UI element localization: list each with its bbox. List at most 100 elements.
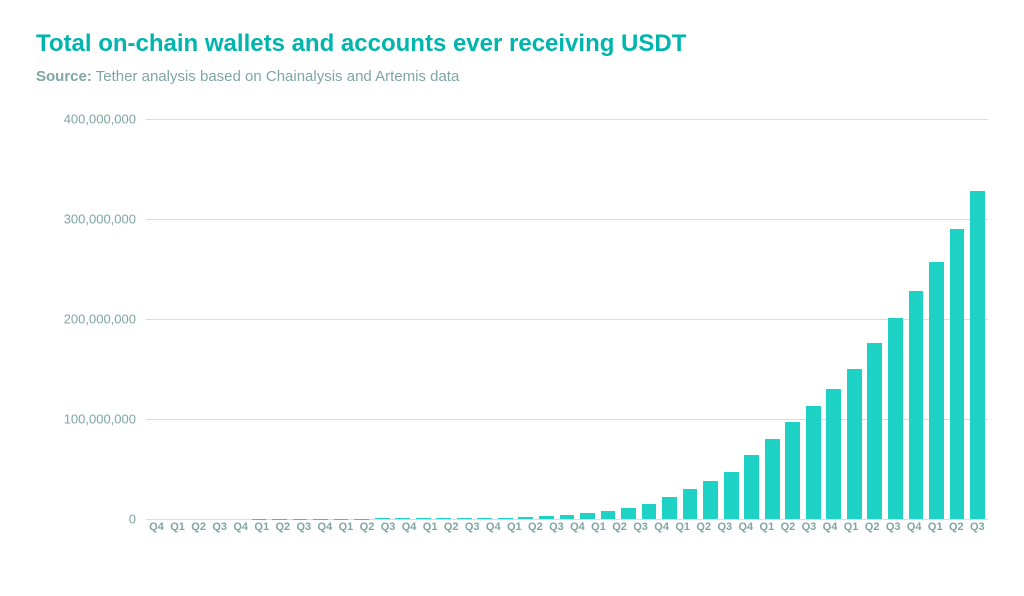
bar (724, 472, 739, 519)
x-tick-quarter: Q3 (798, 521, 819, 533)
x-tick-quarter: Q3 (630, 521, 651, 533)
bar (539, 516, 554, 519)
bar-slot (351, 119, 372, 519)
bar-slot (762, 119, 783, 519)
bar (950, 229, 965, 519)
x-axis-quarters: Q4Q1Q2Q3Q4Q1Q2Q3Q4Q1Q2Q3Q4Q1Q2Q3Q4Q1Q2Q3… (146, 521, 988, 533)
bar-slot (392, 119, 413, 519)
bar-slot (475, 119, 496, 519)
bar (518, 517, 533, 519)
x-tick-quarter: Q1 (588, 521, 609, 533)
bar-slot (824, 119, 845, 519)
x-tick-quarter: Q1 (167, 521, 188, 533)
x-tick-quarter: Q4 (230, 521, 251, 533)
bar (683, 489, 698, 519)
bar-slot (536, 119, 557, 519)
bar (970, 191, 985, 519)
x-tick-quarter: Q4 (820, 521, 841, 533)
bar-slot (516, 119, 537, 519)
x-tick-quarter: Q1 (420, 521, 441, 533)
bar-slot (967, 119, 988, 519)
bar-slot (187, 119, 208, 519)
bar-slot (557, 119, 578, 519)
x-tick-quarter: Q4 (399, 521, 420, 533)
bar-slot (598, 119, 619, 519)
bar (395, 518, 410, 519)
bar-slot (228, 119, 249, 519)
bar-slot (290, 119, 311, 519)
x-tick-quarter: Q4 (735, 521, 756, 533)
bar (847, 369, 862, 519)
bar (929, 262, 944, 519)
bar-slot (659, 119, 680, 519)
bar (703, 481, 718, 519)
bar-slot (269, 119, 290, 519)
x-tick-quarter: Q3 (293, 521, 314, 533)
plot-area (146, 119, 988, 519)
bar (601, 511, 616, 519)
bar-slot (167, 119, 188, 519)
bars-group (146, 119, 988, 519)
x-tick-quarter: Q2 (777, 521, 798, 533)
x-tick-quarter: Q4 (314, 521, 335, 533)
y-tick-label: 200,000,000 (36, 312, 136, 327)
x-tick-quarter: Q2 (862, 521, 883, 533)
x-tick-quarter: Q1 (841, 521, 862, 533)
y-tick-label: 300,000,000 (36, 212, 136, 227)
x-tick-quarter: Q2 (188, 521, 209, 533)
bar (662, 497, 677, 519)
bar (744, 455, 759, 519)
x-tick-quarter: Q2 (946, 521, 967, 533)
chart-container: Total on-chain wallets and accounts ever… (0, 0, 1024, 596)
bar (498, 518, 513, 519)
bar-slot (680, 119, 701, 519)
x-tick-quarter: Q1 (335, 521, 356, 533)
bar-slot (947, 119, 968, 519)
bar-slot (741, 119, 762, 519)
bar-slot (865, 119, 886, 519)
x-tick-quarter: Q2 (356, 521, 377, 533)
source-label: Source: (36, 68, 92, 85)
bar (354, 519, 369, 520)
x-tick-quarter: Q3 (462, 521, 483, 533)
bar-slot (372, 119, 393, 519)
x-tick-quarter: Q1 (504, 521, 525, 533)
x-tick-quarter: Q3 (209, 521, 230, 533)
x-tick-quarter: Q4 (483, 521, 504, 533)
bar-slot (454, 119, 475, 519)
bar-slot (413, 119, 434, 519)
x-tick-quarter: Q3 (967, 521, 988, 533)
source-line: Source: Tether analysis based on Chainal… (36, 68, 988, 85)
y-tick-label: 0 (36, 512, 136, 527)
bar-slot (146, 119, 167, 519)
gridline (146, 519, 988, 520)
x-axis-years (146, 539, 988, 559)
x-tick-quarter: Q3 (378, 521, 399, 533)
bar-slot (782, 119, 803, 519)
x-tick-quarter: Q4 (146, 521, 167, 533)
bar (621, 508, 636, 519)
bar (806, 406, 821, 519)
bar (909, 291, 924, 519)
bar-slot (577, 119, 598, 519)
bar (477, 518, 492, 519)
bar-slot (433, 119, 454, 519)
bar-slot (495, 119, 516, 519)
y-tick-label: 100,000,000 (36, 412, 136, 427)
x-tick-quarter: Q1 (251, 521, 272, 533)
bar (765, 439, 780, 519)
bar (785, 422, 800, 519)
bar (457, 518, 472, 519)
bar (560, 515, 575, 520)
bar (642, 504, 657, 519)
bar-slot (639, 119, 660, 519)
x-tick-quarter: Q1 (925, 521, 946, 533)
bar-slot (618, 119, 639, 519)
bar-slot (208, 119, 229, 519)
bar (436, 518, 451, 519)
bar-slot (249, 119, 270, 519)
bar (867, 343, 882, 519)
source-text: Tether analysis based on Chainalysis and… (92, 68, 459, 85)
x-tick-quarter: Q2 (693, 521, 714, 533)
chart-title: Total on-chain wallets and accounts ever… (36, 30, 988, 58)
